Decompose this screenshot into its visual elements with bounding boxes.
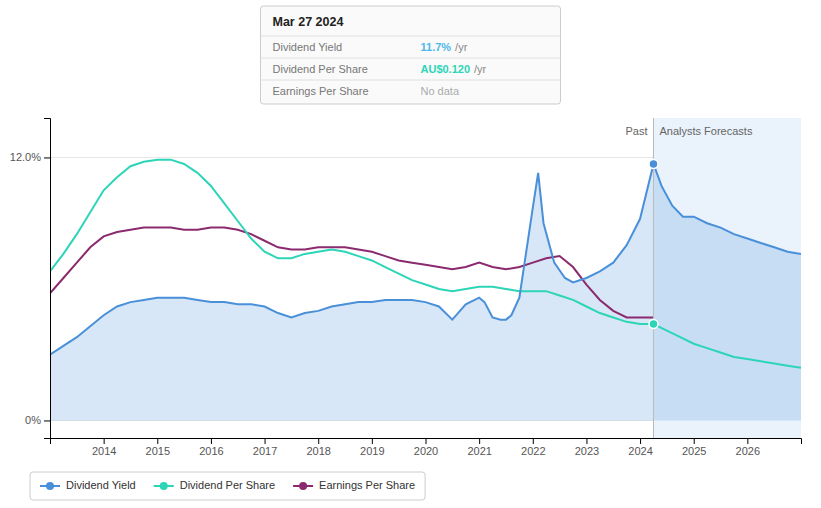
series-line	[50, 160, 801, 368]
x-tick: 2024	[628, 438, 652, 457]
x-axis-line	[51, 439, 802, 445]
x-tick-mark	[479, 438, 480, 444]
x-tick-label: 2016	[199, 445, 223, 457]
x-tick-mark	[211, 438, 212, 444]
legend-item: Dividend Yield	[40, 479, 136, 491]
tooltip-row-label: Earnings Per Share	[273, 85, 369, 97]
tooltip-row-value: No data	[421, 85, 460, 97]
y-tick-mark	[44, 157, 50, 158]
x-tick: 2023	[575, 438, 599, 457]
highlight-dot	[649, 160, 658, 169]
x-tick-label: 2020	[414, 445, 438, 457]
past-label: Past	[625, 125, 647, 137]
x-tick-mark	[265, 438, 266, 444]
x-tick: 2026	[736, 438, 760, 457]
tooltip-row-unit: /yr	[474, 63, 487, 75]
x-tick-label: 2026	[736, 445, 760, 457]
legend-box	[30, 472, 425, 500]
x-tick-mark	[586, 438, 587, 444]
legend-swatch-dot	[46, 482, 54, 490]
legend: Dividend Yield Dividend Per Share Earnings…	[30, 472, 425, 500]
x-tick-mark	[640, 438, 641, 444]
x-tick: 2017	[253, 438, 277, 457]
legend-label: Earnings Per Share	[319, 479, 415, 491]
x-tick-mark	[747, 438, 748, 444]
tooltip-row-label: Dividend Yield	[273, 41, 343, 53]
x-tick-mark	[318, 438, 319, 444]
tooltip-separator	[261, 80, 561, 81]
tooltip-box	[261, 6, 561, 104]
legend-label: Dividend Per Share	[180, 479, 275, 491]
chart-svg: 2014 2015 2016 2017 2018 2019 2020 2021 2022 2023…	[0, 0, 821, 508]
tooltip-row-value: AU$0.120	[421, 63, 471, 75]
x-tick-mark	[426, 438, 427, 444]
tooltip-row-unit: /yr	[455, 41, 468, 53]
x-tick-mark	[104, 438, 105, 444]
x-tick-label: 2023	[575, 445, 599, 457]
x-tick: 2018	[306, 438, 330, 457]
legend-item: Earnings Per Share	[293, 479, 415, 491]
y-tick: 0%	[25, 414, 50, 426]
x-tick-label: 2017	[253, 445, 277, 457]
y-tick-label: 0%	[25, 414, 41, 426]
tooltip: Mar 27 2024Dividend Yield11.7%/yrDividen…	[261, 6, 561, 104]
x-tick-label: 2021	[467, 445, 491, 457]
x-tick-label: 2025	[682, 445, 706, 457]
tooltip-separator	[261, 36, 561, 37]
tooltip-title: Mar 27 2024	[273, 15, 344, 29]
x-tick-mark	[533, 438, 534, 444]
x-tick: 2025	[682, 438, 706, 457]
x-tick: 2022	[521, 438, 545, 457]
y-tick: 12.0%	[10, 151, 50, 163]
x-tick-mark	[372, 438, 373, 444]
legend-label: Dividend Yield	[66, 479, 136, 491]
plot-area	[50, 118, 801, 438]
x-tick: 2020	[414, 438, 438, 457]
tooltip-row-value: 11.7%	[421, 41, 452, 53]
y-tick-mark	[44, 420, 50, 421]
x-tick-mark	[157, 438, 158, 444]
y-axis: 0% 12.0%	[10, 119, 51, 439]
x-tick: 2021	[467, 438, 491, 457]
highlight-dot	[649, 320, 658, 329]
legend-swatch-dot	[299, 482, 307, 490]
x-tick: 2019	[360, 438, 384, 457]
legend-swatch-dot	[160, 482, 168, 490]
legend-item: Dividend Per Share	[154, 479, 275, 491]
x-tick-label: 2022	[521, 445, 545, 457]
x-tick: 2014	[92, 438, 116, 457]
x-tick-label: 2024	[628, 445, 652, 457]
series-line	[50, 164, 801, 355]
x-tick-label: 2015	[146, 445, 170, 457]
tooltip-separator	[261, 58, 561, 59]
x-tick: 2016	[199, 438, 223, 457]
area-fill	[50, 164, 801, 420]
tooltip-row-label: Dividend Per Share	[273, 63, 368, 75]
x-tick-label: 2014	[92, 445, 116, 457]
x-tick: 2015	[146, 438, 170, 457]
forecast-label: Analysts Forecasts	[659, 125, 752, 137]
x-axis: 2014 2015 2016 2017 2018 2019 2020 2021 2022 2023…	[51, 438, 802, 457]
x-tick-label: 2019	[360, 445, 384, 457]
y-tick-label: 12.0%	[10, 151, 41, 163]
chart-container: 2014 2015 2016 2017 2018 2019 2020 2021 2022 2023…	[0, 0, 821, 508]
y-axis-line	[44, 119, 51, 439]
x-tick-label: 2018	[306, 445, 330, 457]
x-tick-mark	[694, 438, 695, 444]
